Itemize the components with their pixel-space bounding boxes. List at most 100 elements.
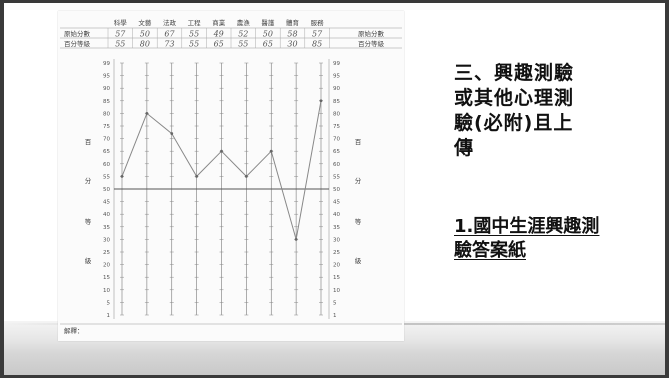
y-tick-label-left: 45 [103,200,110,206]
y-tick-label-right: 10 [333,288,340,294]
percentile-value: 30 [287,40,297,49]
category-header: 服務 [311,18,325,27]
y-tick-label-right: 5 [333,300,337,306]
category-header: 醫護 [261,18,275,27]
y-tick-label-right: 20 [333,263,340,269]
y-tick-label-left: 10 [103,288,110,294]
side-label-left-char: 級 [85,256,92,265]
y-tick-label-left: 80 [103,111,110,117]
percentile-value: 73 [164,40,174,49]
percentile-value: 80 [140,40,150,49]
y-tick-label-right: 35 [333,225,340,231]
y-tick-label-right: 30 [333,237,340,243]
y-tick-label-left: 1 [107,313,111,319]
category-header: 法政 [163,18,177,27]
y-tick-label-right: 65 [333,149,340,155]
y-tick-label-left: 99 [103,61,110,67]
side-label-left-char: 分 [85,176,92,185]
side-label-left-char: 等 [85,217,92,226]
y-tick-label-right: 99 [333,61,340,67]
y-tick-label-right: 50 [333,187,340,193]
category-header: 商業 [212,18,226,27]
raw-score-value: 52 [238,30,248,39]
slide-title-line: 驗(必附)且上 [454,112,574,134]
y-tick-label-right: 15 [333,275,340,281]
raw-score-value: 57 [312,30,323,39]
y-tick-label-right: 40 [333,212,340,218]
side-label-right-char: 分 [355,176,362,185]
y-tick-label-left: 90 [103,86,110,92]
y-tick-label-left: 25 [103,250,110,256]
y-tick-label-left: 95 [103,74,110,80]
y-tick-label-left: 65 [103,149,110,155]
category-header: 農漁 [237,18,251,27]
side-label-right-char: 級 [355,256,362,265]
slide-subtitle-line: 驗答案紙 [454,240,526,261]
y-tick-label-left: 5 [107,300,111,306]
percentile-value: 85 [312,40,322,49]
slide-title-line: 傳 [454,137,475,159]
raw-score-label-right: 原始分數 [358,29,385,38]
raw-score-value: 49 [213,30,224,39]
slide-subtitle: 1.國中生涯興趣測 驗答案紙 [454,215,654,263]
y-tick-label-right: 25 [333,250,340,256]
side-label-right-char: 百 [355,138,362,146]
y-tick-label-right: 60 [333,162,340,168]
percentile-value: 55 [115,40,125,49]
series-point [120,175,124,178]
y-tick-label-left: 55 [103,174,110,180]
y-tick-label-right: 45 [333,200,340,206]
raw-score-value: 57 [115,30,126,39]
series-point [195,175,199,178]
percentile-value: 55 [238,40,248,49]
y-tick-label-left: 20 [103,263,110,269]
text-panel: 三、興趣測驗 或其他心理測 驗(必附)且上 傳 1.國中生涯興趣測 驗答案紙 [454,61,654,263]
series-point [220,149,223,153]
percentile-value: 65 [263,40,273,49]
y-tick-label-left: 75 [103,124,110,130]
y-tick-label-right: 80 [333,111,340,117]
percentile-row-label-right: 百分等級 [358,39,385,48]
y-tick-label-left: 50 [103,187,110,193]
category-header: 體育 [286,18,300,27]
category-header: 工程 [188,18,202,27]
y-tick-label-right: 70 [333,137,340,143]
y-tick-label-left: 70 [103,137,110,143]
y-tick-label-right: 75 [333,124,340,130]
slide-title-line: 或其他心理測 [454,87,575,109]
y-tick-label-right: 85 [333,99,340,105]
y-tick-label-left: 60 [103,162,110,168]
series-point [294,238,298,241]
y-tick-label-right: 95 [333,74,340,80]
slide-subtitle-line: 1.國中生涯興趣測 [454,216,600,237]
raw-score-value: 55 [189,30,199,39]
raw-score-value: 50 [263,30,273,39]
answer-sheet-image: 科學 文藝 法政 工程 商業 農漁 醫護 體育 服務 原始分數 百分等級 原始分數 百分等級 57 50 67… [58,11,404,341]
y-tick-label-left: 40 [103,212,110,218]
percentile-value: 55 [189,40,199,49]
y-tick-label-left: 30 [103,237,110,243]
category-header: 文藝 [138,18,152,27]
series-point [145,112,149,115]
series-point [269,149,273,153]
slide: 科學 文藝 法政 工程 商業 農漁 醫護 體育 服務 原始分數 百分等級 原始分數 百分等級 57 50 67… [4,3,665,375]
slide-title-line: 三、興趣測驗 [454,62,575,84]
y-tick-label-right: 55 [333,174,340,180]
raw-score-value: 58 [287,30,297,39]
series-point [319,99,323,103]
side-label-right-char: 等 [355,217,362,226]
raw-score-value: 67 [164,30,175,39]
y-tick-label-left: 15 [103,275,110,281]
y-tick-label-right: 1 [333,313,337,319]
raw-score-label: 原始分數 [64,29,91,38]
series-point [170,132,174,135]
series-point [244,175,248,178]
percentile-value: 65 [214,40,224,49]
y-tick-label-right: 90 [333,86,340,92]
y-tick-label-left: 35 [103,225,110,231]
percentile-row-label: 百分等級 [64,39,91,48]
raw-score-value: 50 [140,30,150,39]
y-tick-label-left: 85 [103,99,110,105]
side-label-left-char: 百 [85,138,92,146]
